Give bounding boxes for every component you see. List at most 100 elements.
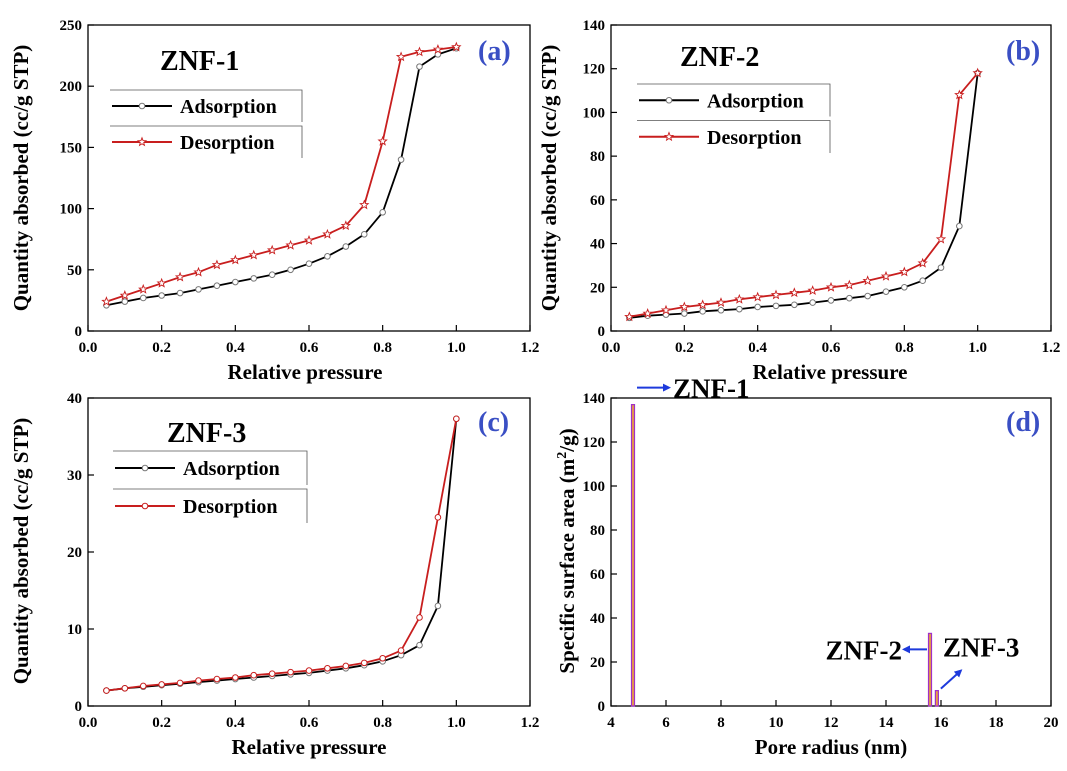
data-point [679, 301, 690, 312]
y-tick-label: 20 [590, 280, 605, 296]
data-point [789, 287, 800, 298]
x-tick-label: 14 [879, 715, 895, 731]
y-tick-label: 20 [590, 655, 605, 671]
panel-tag: (c) [478, 407, 509, 438]
x-tick-label: 1.0 [968, 340, 987, 356]
y-tick-label: 30 [67, 468, 82, 484]
data-point [174, 271, 186, 282]
x-tick-label: 0.0 [79, 715, 98, 731]
x-tick-label: 0.6 [300, 715, 319, 731]
panel-tag: (d) [1006, 407, 1040, 438]
data-point [158, 292, 165, 299]
x-tick-label: 1.2 [521, 340, 540, 356]
y-axis-title: Quantity absorbed (cc/g STP) [9, 45, 33, 312]
y-axis-title-sup: 2 [555, 452, 570, 459]
data-point [213, 282, 221, 290]
data-point [141, 464, 149, 472]
data-point [935, 233, 947, 244]
y-axis-title-main: Specific surface area (m [555, 458, 579, 673]
data-point [342, 243, 350, 250]
y-tick-label: 140 [583, 391, 606, 407]
chart-panel-c: 0.0 0.2 0.4 0.6 0.8 1.0 1.2 0 10 20 30 40 Relative p… [9, 391, 539, 759]
x-axis-title: Relative pressure [753, 360, 908, 384]
data-point [699, 308, 706, 315]
legend-frame [113, 488, 308, 523]
y-tick-label: 120 [583, 435, 606, 451]
x-tick-label: 0.4 [748, 340, 767, 356]
y-tick-label: 0 [598, 699, 606, 715]
data-point [377, 135, 388, 146]
x-axis-title: Pore radius (nm) [755, 735, 907, 759]
data-point [862, 275, 873, 286]
legend-label: Adsorption [707, 90, 804, 112]
data-point [305, 260, 313, 267]
data-point [736, 305, 743, 313]
panel-tag: (b) [1006, 36, 1040, 67]
y-tick-label: 60 [590, 193, 605, 209]
data-point [121, 684, 129, 692]
legend-frame [113, 450, 308, 485]
data-point [195, 286, 202, 293]
data-point [901, 283, 908, 291]
y-tick-label: 40 [590, 237, 605, 253]
data-point [937, 264, 945, 271]
y-tick-label: 0 [75, 324, 83, 340]
data-point [250, 671, 258, 679]
data-point [663, 131, 675, 142]
data-point [432, 44, 444, 54]
data-point [827, 297, 835, 304]
legend-frame [110, 125, 303, 158]
x-tick-label: 0.8 [373, 340, 392, 356]
data-point [248, 249, 259, 260]
data-point [121, 298, 129, 305]
y-tick-label: 40 [590, 611, 605, 627]
y-tick-label: 60 [590, 567, 605, 583]
data-point [642, 308, 653, 318]
legend-frame [637, 120, 831, 153]
y-tick-label: 100 [583, 105, 606, 121]
legend-label: Desorption [183, 496, 277, 518]
data-point [139, 682, 147, 690]
data-point [882, 288, 890, 295]
data-point [119, 290, 131, 300]
legend-frame [637, 83, 831, 117]
data-point [434, 514, 442, 521]
data-point [103, 687, 110, 694]
y-axis-title-end: /g) [555, 428, 579, 452]
data-point [342, 662, 350, 670]
data-point [752, 291, 763, 302]
data-point [250, 275, 258, 282]
data-point [416, 63, 423, 70]
x-tick-label: 20 [1044, 715, 1059, 731]
data-point [734, 293, 745, 304]
x-tick-label: 0.6 [300, 340, 319, 356]
series-adsorption [103, 44, 460, 309]
x-tick-label: 1.2 [1042, 340, 1061, 356]
y-tick-label: 100 [583, 479, 606, 495]
x-tick-label: 1.2 [521, 715, 540, 731]
data-point [825, 281, 837, 292]
y-tick-label: 120 [583, 62, 606, 78]
legend-frame [110, 89, 303, 122]
data-point [360, 231, 368, 238]
x-tick-label: 0.2 [675, 340, 694, 356]
data-point [176, 289, 184, 297]
data-point [287, 668, 294, 676]
chart-panel-d: 4 6 8 10 12 14 16 18 20 0 20 40 60 80 100 120 140 Pore ra… [555, 374, 1059, 759]
data-point [232, 278, 239, 286]
x-tick-label: 0.6 [822, 340, 841, 356]
bar-znf-2 [927, 632, 933, 707]
legend-label: Desorption [180, 132, 274, 154]
data-point [322, 228, 333, 239]
data-point [414, 46, 425, 57]
data-point [195, 677, 202, 684]
data-point [772, 302, 780, 310]
data-point [846, 294, 853, 302]
data-point [451, 41, 462, 52]
data-point [136, 136, 148, 147]
data-point [880, 270, 892, 281]
annotations: ZNF-1 ZNF-2 ZNF-3 [637, 374, 1019, 690]
panel-title: ZNF-2 [680, 42, 759, 73]
x-tick-label: 1.0 [447, 340, 466, 356]
